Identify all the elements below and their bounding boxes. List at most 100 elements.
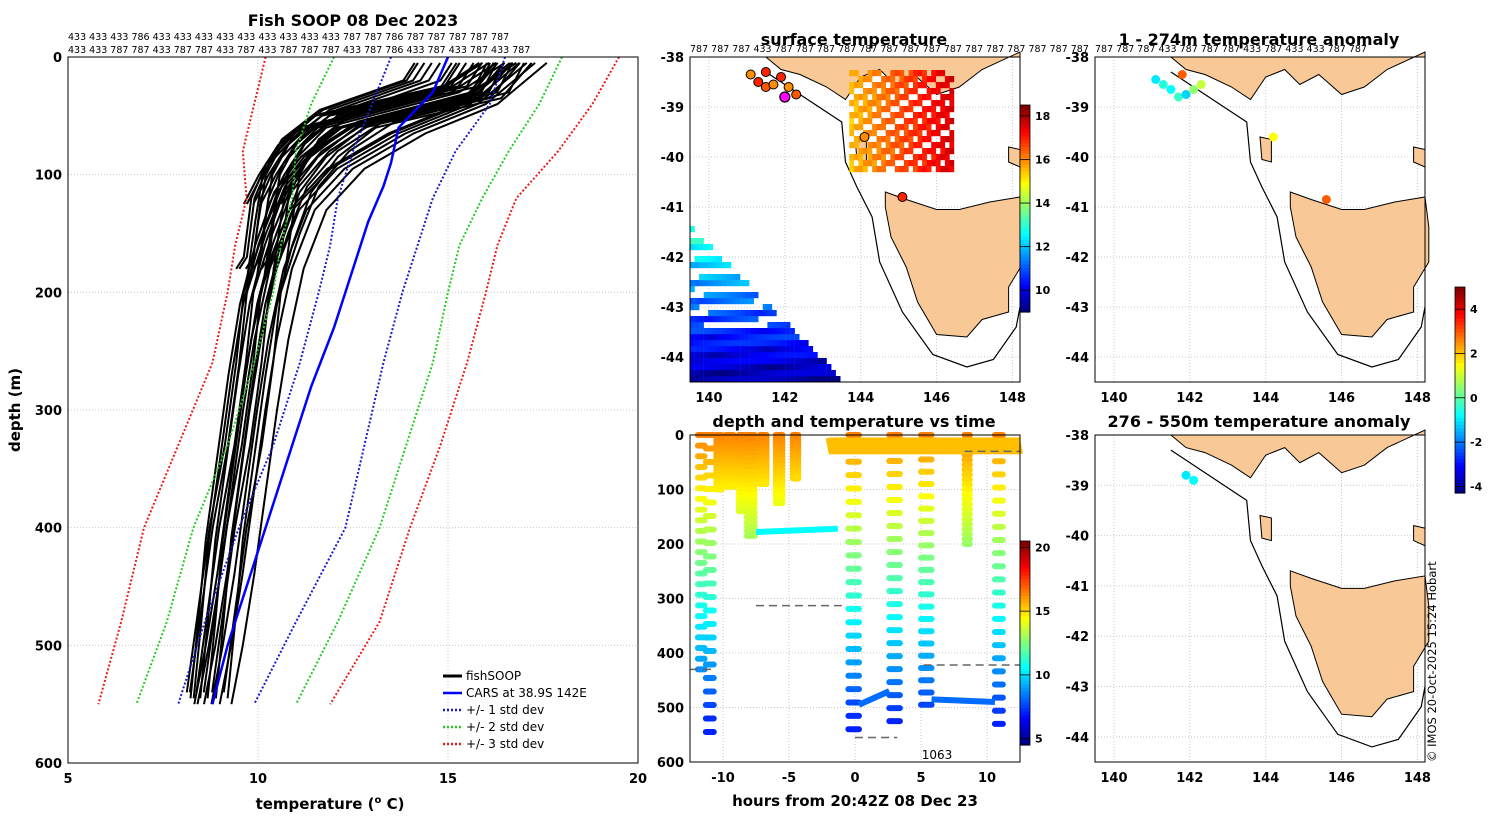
sst-cell xyxy=(876,106,882,113)
land-victoria xyxy=(1169,429,1426,479)
sst-cell xyxy=(853,142,859,149)
sst-cell xyxy=(731,364,736,371)
sst-cell xyxy=(808,364,814,371)
depth-time-colorbar-band xyxy=(1020,595,1030,600)
sst-cell xyxy=(863,148,868,155)
sst-cell xyxy=(899,136,905,143)
depth-time-colorbar-band xyxy=(1020,643,1030,647)
sst-cell xyxy=(735,334,741,341)
sst-cell xyxy=(717,256,723,263)
sst-colorbar-band xyxy=(1020,146,1030,151)
sst-cell xyxy=(726,346,732,353)
anomaly-colorbar-band xyxy=(1455,314,1465,319)
sst-cell xyxy=(876,136,882,143)
sst-cell xyxy=(767,328,773,335)
sst-cell xyxy=(712,316,718,323)
sst-cell xyxy=(699,322,704,329)
anomaly-colorbar-band xyxy=(1455,328,1465,333)
sst-cell xyxy=(890,154,896,161)
sst-cell xyxy=(753,340,759,347)
anomaly-colorbar-band xyxy=(1455,393,1465,398)
sst-cell xyxy=(762,364,768,371)
anomaly-colorbar-tick-label: 4 xyxy=(1470,303,1478,316)
sst-cell xyxy=(726,328,732,335)
sst-cell xyxy=(726,340,732,347)
depth-time-colorbar-band xyxy=(1020,687,1030,692)
sst-cell xyxy=(690,346,695,353)
anomaly-shallow-ticks: 140 142 144 146 148 -38 -39 -40 -41 -42 -43 -44 xyxy=(1066,51,1431,406)
depth-time-surface-sample xyxy=(881,437,891,455)
sst-cell xyxy=(726,358,732,365)
sst-cell xyxy=(776,358,782,365)
profile-ytick-label: 600 xyxy=(35,757,62,772)
sst-cell xyxy=(703,256,709,263)
sst-cell xyxy=(881,136,886,143)
sst-cell xyxy=(708,298,713,305)
sst-cell xyxy=(849,70,855,77)
sst-cell xyxy=(767,358,773,365)
land-tasmania xyxy=(1289,191,1430,338)
depth-time-surface-sample xyxy=(848,437,858,455)
sst-cell xyxy=(726,334,732,341)
sst-cell xyxy=(817,370,823,377)
sst-cell xyxy=(872,100,877,107)
depth-time-colorbar-band xyxy=(1020,575,1030,579)
sst-cell xyxy=(712,310,718,317)
sst-cell xyxy=(694,328,700,335)
profile-series--3-std xyxy=(329,56,620,705)
sst-cell xyxy=(853,100,859,107)
sst-cell xyxy=(740,334,745,341)
sst-cell xyxy=(858,112,864,119)
sst-colorbar-band xyxy=(1020,208,1030,213)
sst-cell xyxy=(744,292,750,299)
sst-cell xyxy=(726,364,732,371)
sst-current-position-marker xyxy=(779,91,791,103)
anomaly-deep-title: 276 - 550m temperature anomaly xyxy=(1108,412,1411,431)
sst-cell xyxy=(721,346,727,353)
sst-cell xyxy=(922,94,927,101)
map-ytick-label: -44 xyxy=(1066,351,1090,366)
sst-cell xyxy=(881,124,886,131)
sst-cell xyxy=(872,88,877,95)
sst-cell xyxy=(762,346,768,353)
sst-cell xyxy=(858,82,864,89)
profile-title: Fish SOOP 08 Dec 2023 xyxy=(248,11,458,30)
sst-cell xyxy=(708,256,713,263)
sst-cell xyxy=(731,340,736,347)
depth-time-colorbar-band xyxy=(1020,588,1030,593)
sst-cell xyxy=(703,280,709,287)
sst-cell xyxy=(849,112,855,119)
legend-cars: CARS at 38.9S 142E xyxy=(466,686,587,700)
depth-time-surface-sample xyxy=(832,437,842,455)
sst-cell xyxy=(881,160,886,167)
depth-time-colorbar-tick-label: 15 xyxy=(1035,605,1050,618)
sst-cell xyxy=(749,358,754,365)
sst-cell xyxy=(767,346,773,353)
sst-cell xyxy=(694,352,700,359)
depth-time-colorbar-band xyxy=(1020,694,1030,698)
map-xtick-label: 142 xyxy=(1176,771,1203,786)
sst-cell xyxy=(776,370,782,377)
sst-colorbar-band xyxy=(1020,280,1030,285)
sst-cell xyxy=(758,340,764,347)
sst-cell xyxy=(803,358,809,365)
sst-colorbar-band xyxy=(1020,229,1030,234)
sst-cell xyxy=(721,262,727,269)
sst-colorbar-tick-label: 12 xyxy=(1035,241,1050,254)
sst-cell xyxy=(731,274,736,281)
anomaly-colorbar-border xyxy=(1454,286,1466,494)
sst-cell xyxy=(858,106,864,113)
depth-time-surface-sample xyxy=(980,437,990,455)
sst-cell xyxy=(690,370,695,377)
sst-cell xyxy=(744,352,750,359)
profile-series--3-std xyxy=(97,56,267,705)
sst-cell xyxy=(708,292,713,299)
sst-cell xyxy=(944,82,950,89)
sst-cell xyxy=(717,358,723,365)
sst-cell xyxy=(708,352,713,359)
depth-time-tow xyxy=(931,696,996,706)
profile-ytick-label: 500 xyxy=(35,639,62,654)
sst-cell xyxy=(899,124,905,131)
depth-time-colorbar-band xyxy=(1020,670,1030,675)
